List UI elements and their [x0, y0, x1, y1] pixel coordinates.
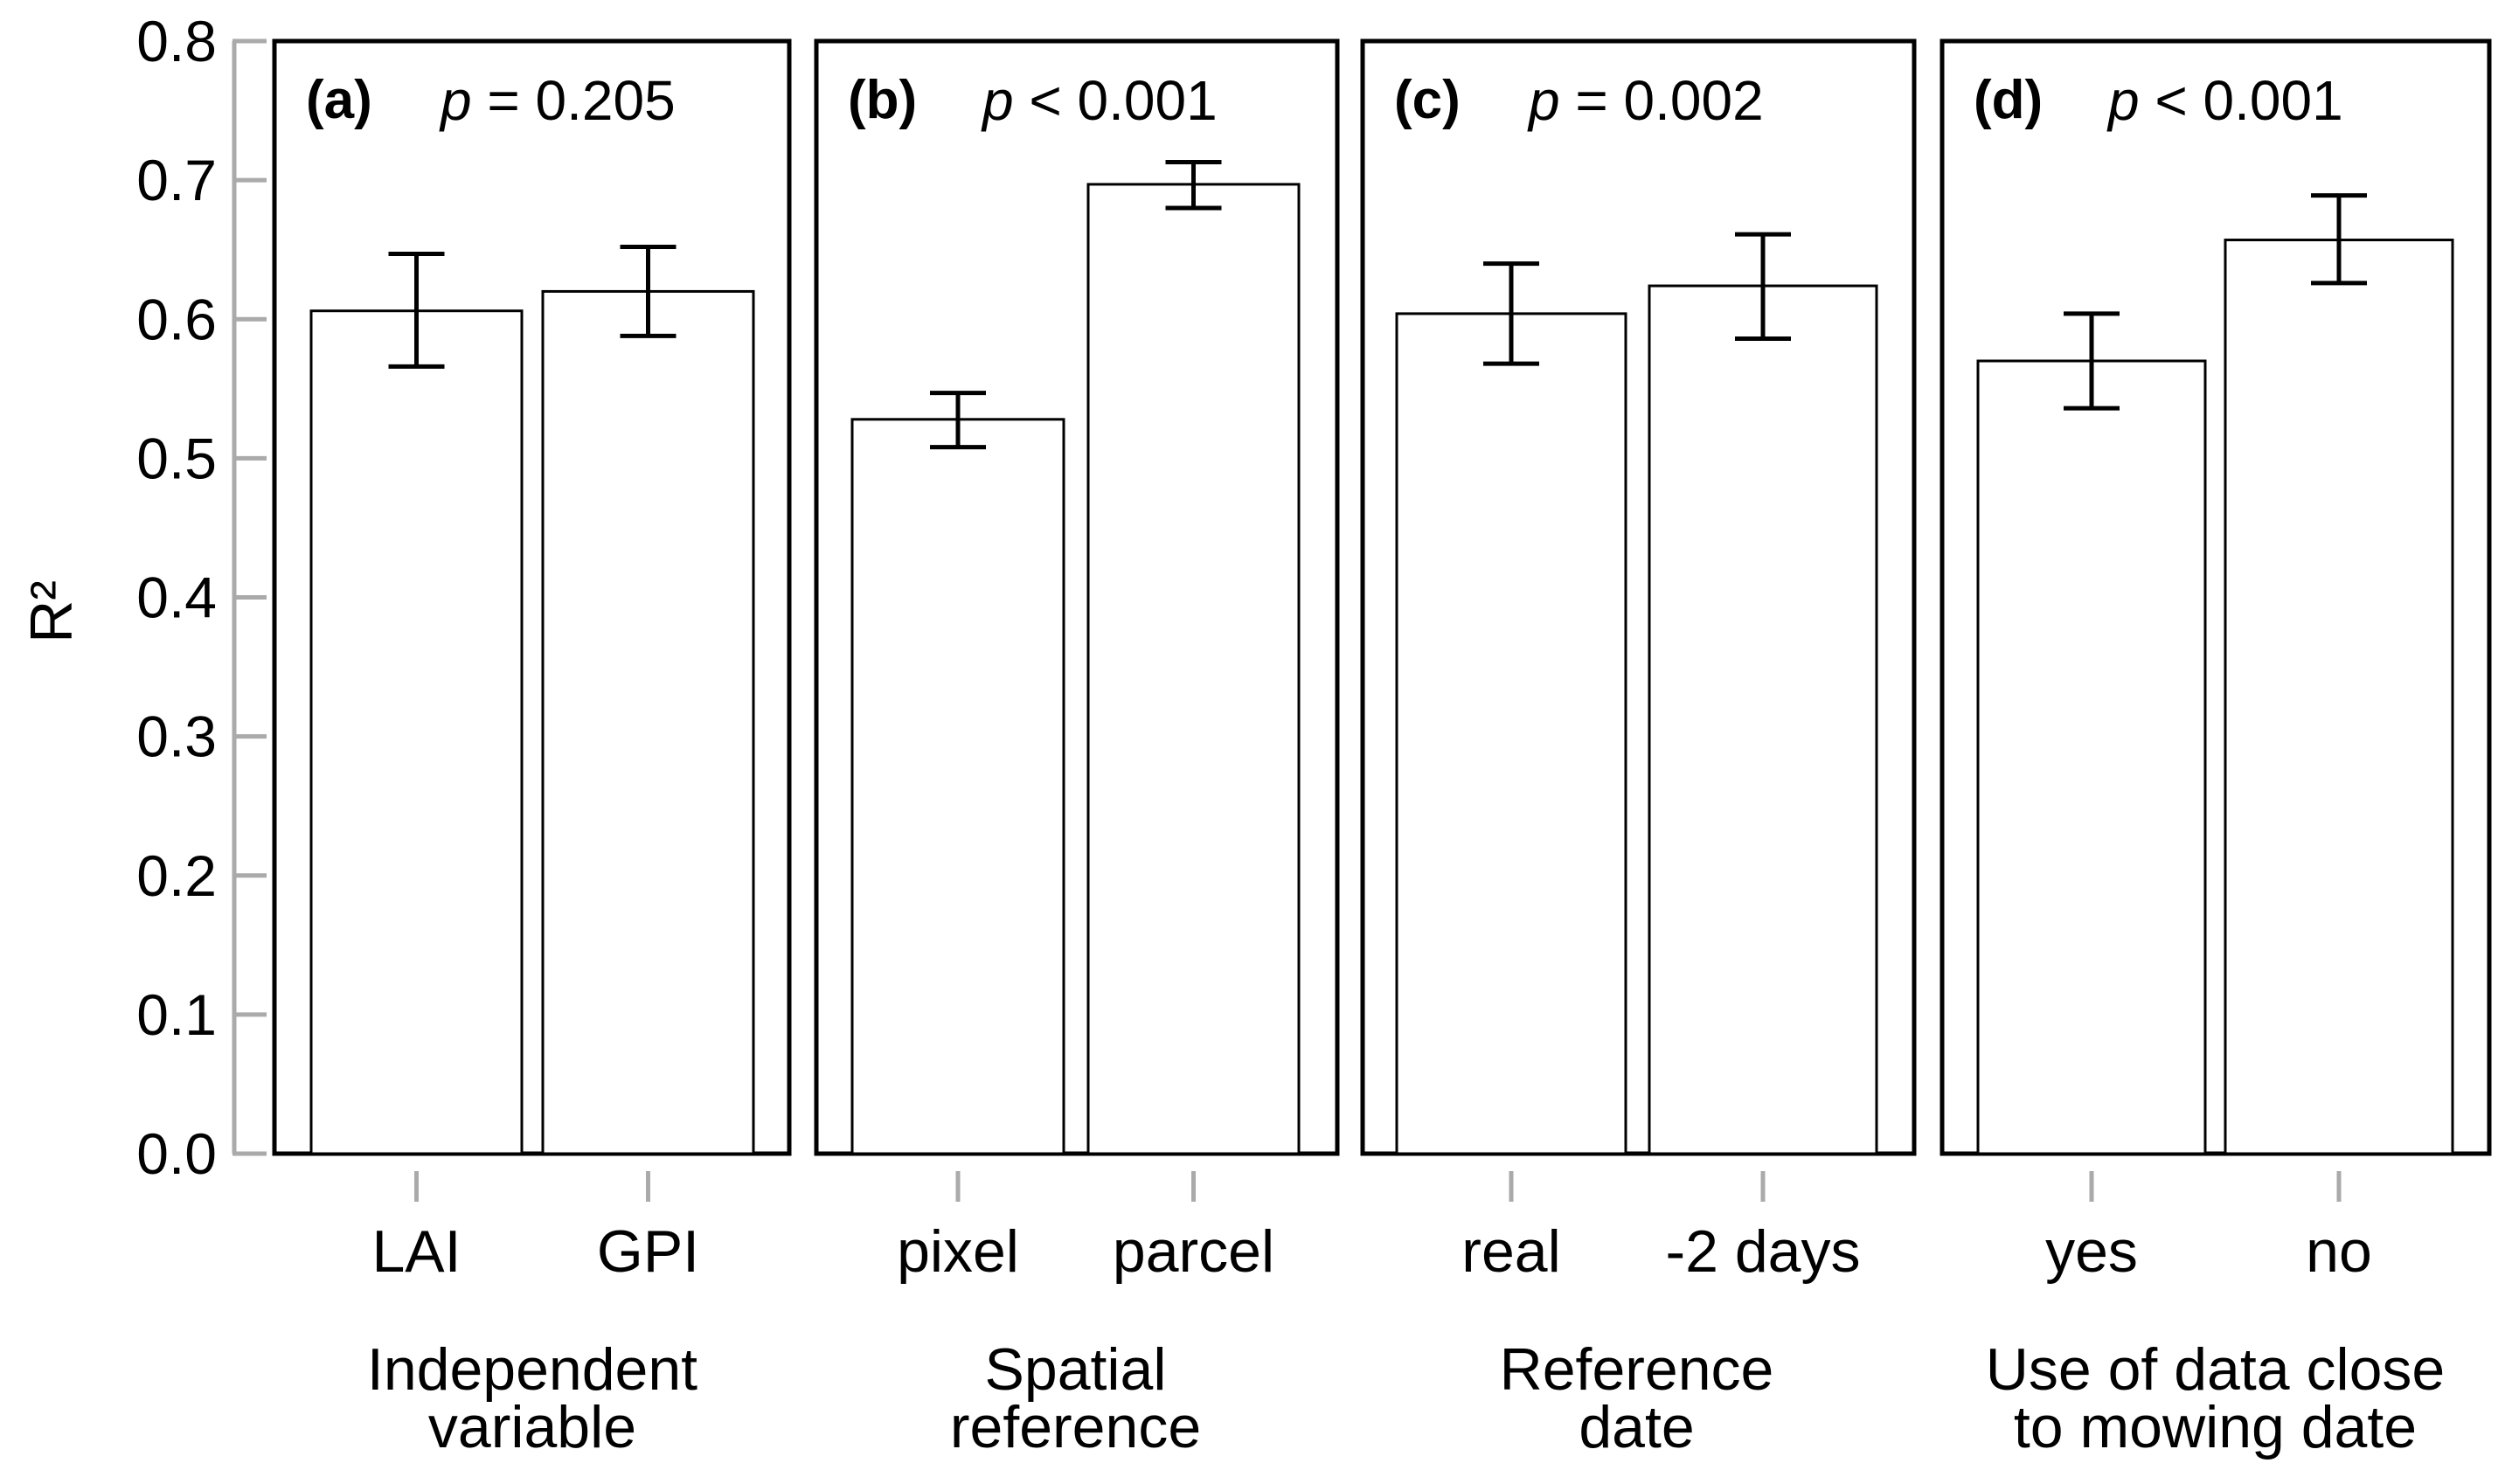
- group-label: Spatial: [985, 1336, 1167, 1403]
- panel-letter-label: (a): [306, 70, 372, 130]
- y-tick-label: 0.6: [136, 287, 217, 351]
- bar: [850, 418, 1065, 1155]
- group-label: variable: [428, 1394, 636, 1460]
- y-tick-label: 0.2: [136, 843, 217, 908]
- category-label: no: [2306, 1218, 2372, 1285]
- group-label: reference: [950, 1394, 1201, 1460]
- p-value-label: p < 0.001: [981, 69, 1218, 132]
- panel-letter-label: (c): [1394, 70, 1461, 130]
- category-label: LAI: [371, 1218, 461, 1285]
- bar: [1648, 284, 1878, 1155]
- bar: [1086, 183, 1301, 1155]
- y-tick-label: 0.8: [136, 9, 217, 73]
- category-label: parcel: [1113, 1218, 1274, 1285]
- category-label: real: [1461, 1218, 1560, 1285]
- panel-frame: [814, 38, 1340, 1156]
- category-label: yes: [2045, 1218, 2138, 1285]
- bar: [1976, 359, 2207, 1155]
- panel-letter-label: (d): [1974, 70, 2043, 130]
- panel-letter-label: (b): [848, 70, 917, 130]
- category-label: -2 days: [1666, 1218, 1861, 1285]
- group-label: date: [1579, 1394, 1694, 1460]
- y-tick-label: 0.0: [136, 1121, 217, 1186]
- category-label: GPI: [597, 1218, 699, 1285]
- panel-frame: [272, 38, 792, 1156]
- bar: [309, 309, 524, 1155]
- y-tick-label: 0.1: [136, 982, 217, 1047]
- y-tick-label: 0.4: [136, 565, 217, 630]
- group-label: Independent: [367, 1336, 697, 1403]
- group-label: Reference: [1500, 1336, 1774, 1403]
- p-value-label: p < 0.001: [2106, 69, 2343, 132]
- y-tick-label: 0.7: [136, 148, 217, 212]
- panel-frame: [1940, 38, 2492, 1156]
- bar: [541, 289, 755, 1155]
- y-tick-label: 0.3: [136, 704, 217, 769]
- category-label: pixel: [897, 1218, 1019, 1285]
- group-label: Use of data close: [1986, 1336, 2445, 1403]
- p-value-label: p = 0.205: [439, 69, 676, 132]
- panel-frame: [1360, 38, 1917, 1156]
- bar: [1395, 312, 1627, 1155]
- p-value-label: p = 0.002: [1527, 69, 1764, 132]
- bar: [2224, 239, 2454, 1155]
- group-label: to mowing date: [2014, 1394, 2417, 1460]
- y-axis-label: R²: [18, 580, 85, 643]
- y-tick-label: 0.5: [136, 426, 217, 490]
